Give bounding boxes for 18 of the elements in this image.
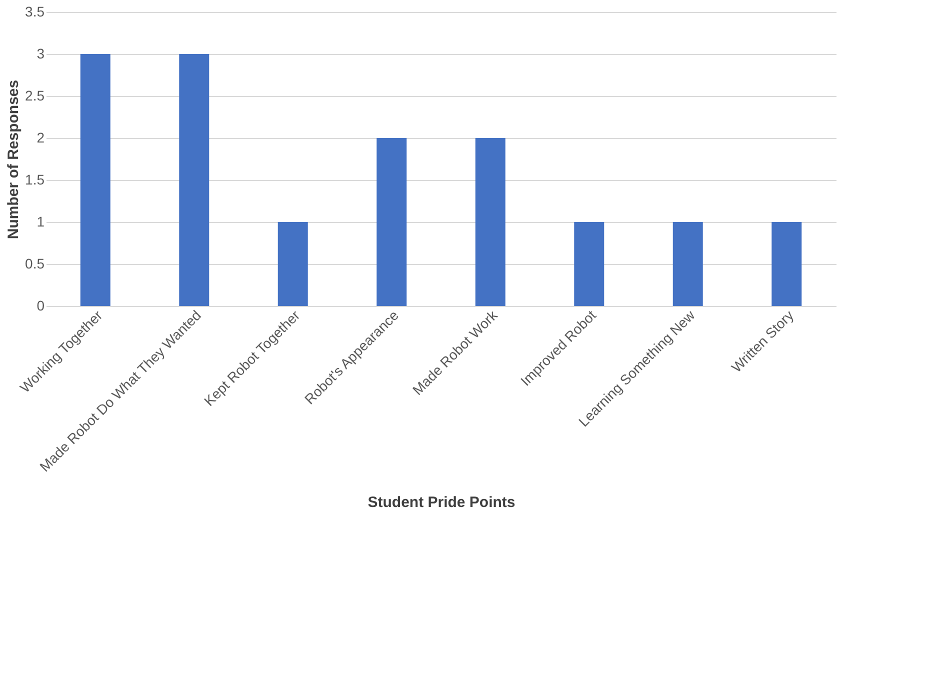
y-tick-label: 1.5 — [25, 172, 45, 188]
y-tick-label: 3 — [36, 46, 45, 62]
bar — [376, 138, 407, 306]
bar — [672, 222, 703, 306]
y-tick-label: 2 — [36, 130, 45, 146]
bar — [179, 54, 210, 306]
y-tick-label: 3.5 — [25, 4, 45, 20]
bar — [574, 222, 604, 306]
x-axis-title: Student Pride Points — [368, 494, 516, 511]
y-tick-label: 2.5 — [25, 88, 45, 104]
bar — [278, 222, 308, 306]
bar — [772, 222, 802, 306]
y-axis-title: Number of Responses — [5, 80, 22, 240]
y-tick-label: 0.5 — [25, 256, 45, 272]
y-tick-label: 1 — [36, 214, 45, 230]
y-tick-label: 0 — [36, 298, 45, 314]
bar — [80, 54, 110, 306]
bar — [475, 138, 506, 306]
